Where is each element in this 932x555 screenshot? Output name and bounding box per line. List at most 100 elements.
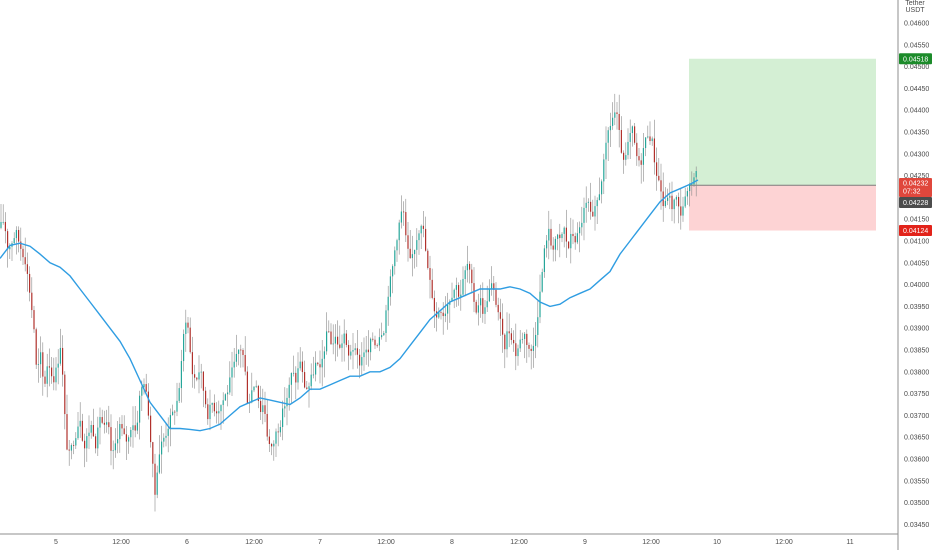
candle-body: [664, 200, 666, 207]
time-tick-label: 9: [583, 539, 587, 546]
candle-body: [9, 246, 11, 250]
price-tick-label: 0.04350: [904, 130, 929, 137]
candle-body: [464, 270, 466, 279]
candle-body: [629, 133, 631, 142]
candle-body: [495, 289, 497, 305]
candle-body: [431, 279, 433, 298]
candle-body: [458, 285, 460, 297]
candle-body: [394, 250, 396, 267]
candle-body: [220, 405, 222, 412]
candle-body: [528, 344, 530, 349]
price-tick-label: 0.04500: [904, 64, 929, 71]
candle-body: [167, 428, 169, 436]
position-zones: [689, 58, 876, 231]
candle-body: [202, 371, 204, 391]
candle-body: [438, 312, 440, 318]
candle-body: [53, 376, 55, 383]
time-tick-label: 11: [846, 539, 853, 546]
candle-body: [189, 327, 191, 353]
take-profit-zone[interactable]: [689, 58, 876, 186]
candle-body: [81, 420, 83, 441]
candle-body: [145, 384, 147, 392]
candle-body: [255, 385, 257, 387]
candle-body: [647, 136, 649, 138]
candle-body: [207, 404, 209, 420]
moving-average-line: [0, 179, 699, 432]
candle-body: [601, 181, 603, 195]
candle-body: [625, 155, 627, 160]
candle-body: [660, 180, 662, 192]
take-profit-tag: 0.04518: [899, 53, 932, 65]
candle-body: [658, 175, 660, 181]
candle-body: [381, 335, 383, 338]
candle-body: [75, 438, 77, 446]
candle-body: [101, 417, 103, 423]
candle-body: [521, 338, 523, 340]
candle-body: [57, 363, 59, 368]
candle-body: [29, 273, 31, 293]
candle-body: [429, 268, 431, 280]
candle-body: [110, 427, 112, 451]
time-tick-label: 12:00: [377, 539, 395, 546]
candle-body: [178, 388, 180, 401]
candle-body: [623, 152, 625, 160]
candle-body: [130, 429, 132, 438]
candle-body: [108, 422, 110, 428]
candle-body: [79, 420, 81, 427]
candle-body: [378, 337, 380, 346]
candle-body: [73, 445, 75, 446]
candle-body: [169, 415, 171, 429]
candle-body: [284, 406, 286, 409]
candle-body: [279, 427, 281, 433]
candle-body: [517, 348, 519, 357]
candle-body: [442, 312, 444, 317]
candle-body: [183, 333, 185, 362]
time-tick-label: 10: [713, 539, 721, 546]
candle-body: [317, 362, 319, 365]
candle-body: [367, 349, 369, 353]
time-tick-label: 12:00: [510, 539, 528, 546]
candle-body: [506, 331, 508, 350]
candle-body: [134, 425, 136, 431]
candle-body: [70, 445, 72, 451]
candle-body: [266, 413, 268, 437]
candle-body: [491, 283, 493, 289]
candle-body: [515, 343, 517, 357]
candle-body: [194, 374, 196, 378]
candle-body: [684, 196, 686, 207]
stop-loss-zone[interactable]: [689, 185, 876, 231]
candle-body: [136, 422, 138, 431]
candle-body: [673, 199, 675, 210]
price-tick-label: 0.03850: [904, 348, 929, 355]
candle-body: [370, 338, 372, 353]
candle-body: [460, 294, 462, 297]
candle-body: [44, 376, 46, 384]
candle-body: [158, 454, 160, 473]
candle-body: [233, 361, 235, 368]
candle-body: [398, 222, 400, 241]
candle-body: [627, 141, 629, 156]
candle-body: [409, 248, 411, 259]
candle-body: [86, 436, 88, 449]
candle-body: [363, 352, 365, 358]
candle-body: [306, 387, 308, 389]
candle-body: [594, 206, 596, 217]
candle-body: [345, 333, 347, 345]
candle-body: [447, 304, 449, 314]
candle-body: [196, 377, 198, 380]
candle-body: [31, 292, 33, 311]
candle-body: [229, 377, 231, 393]
candle-body: [539, 291, 541, 318]
candle-body: [139, 395, 141, 423]
candle-body: [433, 297, 435, 312]
candle-body: [462, 278, 464, 295]
candle-body: [119, 424, 121, 440]
candle-body: [389, 276, 391, 297]
candle-body: [330, 331, 332, 345]
time-tick-label: 5: [54, 539, 58, 546]
candle-body: [411, 254, 413, 259]
candle-body: [535, 334, 537, 346]
candle-body: [90, 425, 92, 433]
